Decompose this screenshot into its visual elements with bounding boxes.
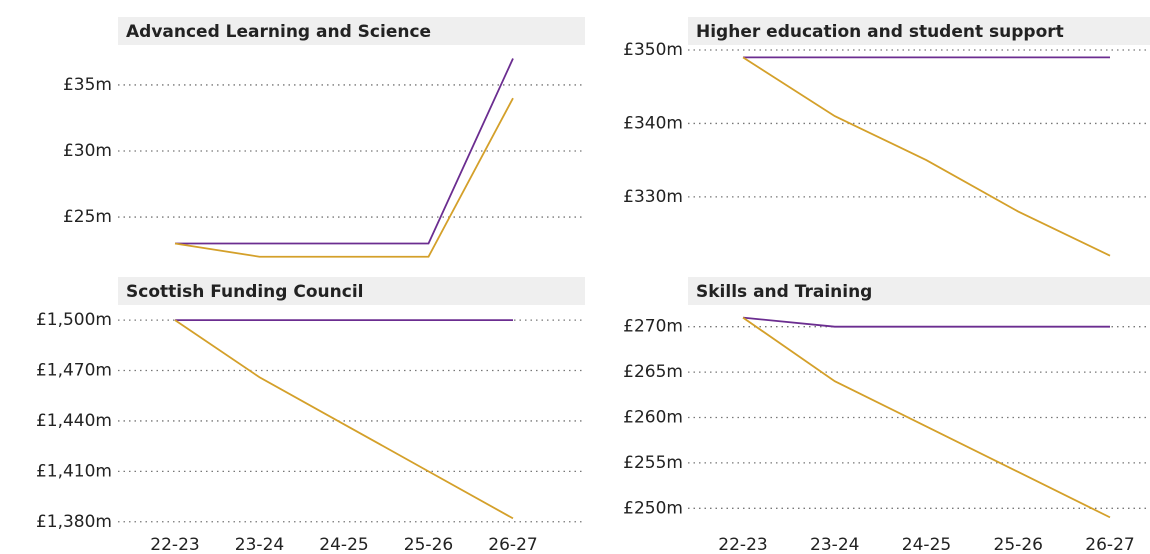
y-tick-label: £260m <box>623 408 683 428</box>
y-tick-label: £250m <box>623 498 683 518</box>
x-tick-label: 22-23 <box>150 535 199 554</box>
y-tick-label: £1,380m <box>36 512 112 532</box>
y-tick-label: £270m <box>623 317 683 337</box>
panel-header <box>688 17 1150 45</box>
panel-header <box>118 277 585 305</box>
y-tick-label: £1,470m <box>36 361 112 381</box>
panel-title: Skills and Training <box>696 282 872 302</box>
x-tick-label: 26-27 <box>1085 535 1134 554</box>
x-tick-label: 25-26 <box>404 535 453 554</box>
x-tick-label: 26-27 <box>488 535 537 554</box>
y-tick-label: £340m <box>623 113 683 133</box>
y-tick-label: £265m <box>623 362 683 382</box>
x-tick-label: 22-23 <box>718 535 767 554</box>
y-tick-label: £255m <box>623 453 683 473</box>
panel-title: Advanced Learning and Science <box>126 22 431 42</box>
x-tick-label: 25-26 <box>994 535 1043 554</box>
series-line <box>174 97 514 258</box>
y-tick-label: £25m <box>63 207 112 227</box>
x-tick-label: 24-25 <box>902 535 951 554</box>
y-tick-label: £350m <box>623 40 683 60</box>
y-tick-label: £1,500m <box>36 310 112 330</box>
y-tick-label: £1,410m <box>36 461 112 481</box>
y-tick-label: £30m <box>63 141 112 161</box>
y-tick-label: £35m <box>63 75 112 95</box>
panel-header <box>688 277 1150 305</box>
y-tick-label: £1,440m <box>36 411 112 431</box>
series-line <box>742 316 1111 519</box>
panel-title: Higher education and student support <box>696 22 1064 42</box>
panel-header <box>118 17 585 45</box>
x-tick-label: 24-25 <box>319 535 368 554</box>
x-tick-label: 23-24 <box>810 535 859 554</box>
series-line <box>742 316 1110 328</box>
series-line <box>174 319 514 520</box>
series-line <box>175 58 514 245</box>
panel-title: Scottish Funding Council <box>126 282 363 302</box>
x-tick-label: 23-24 <box>235 535 284 554</box>
series-line <box>742 56 1111 257</box>
y-tick-label: £330m <box>623 187 683 207</box>
